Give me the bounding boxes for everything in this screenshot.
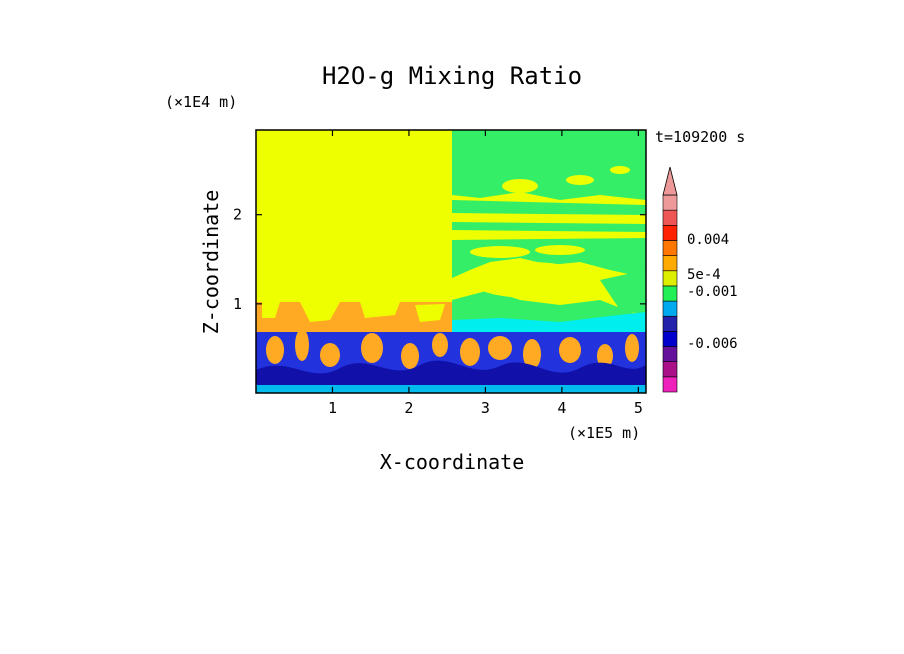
colorbar-segment xyxy=(662,240,678,256)
colorbar-tick-label: -0.001 xyxy=(687,284,738,300)
x-tick-label: 3 xyxy=(481,399,490,417)
colorbar-segment xyxy=(662,255,678,272)
upper-patches-right xyxy=(470,166,630,298)
colorbar: 0.004 5e-4-0.001 -0.006 xyxy=(662,166,738,393)
plot-area xyxy=(256,130,646,393)
colorbar-segment xyxy=(662,285,678,302)
x-tick-label: 4 xyxy=(557,399,566,417)
chart-title: H2O-g Mixing Ratio xyxy=(322,62,582,90)
x-axis: 1 2 3 4 5 xyxy=(328,130,643,417)
colorbar-segment xyxy=(662,376,678,393)
y-axis-label: Z-coordinate xyxy=(199,190,223,335)
colorbar-segment xyxy=(662,209,678,226)
deep-blue-swirls xyxy=(256,360,646,393)
x-tick-label: 2 xyxy=(404,399,413,417)
colorbar-tick-label: 5e-4 xyxy=(687,267,721,283)
colorbar-extend-arrow xyxy=(662,166,678,196)
colorbar-segment xyxy=(662,315,678,332)
colorbar-tick-label: -0.006 xyxy=(687,336,738,352)
x-axis-label: X-coordinate xyxy=(380,450,525,474)
x-tick-label: 1 xyxy=(328,399,337,417)
time-label: t=109200 s xyxy=(655,128,745,146)
colorbar-tick-label: 0.004 xyxy=(687,232,729,248)
plot-frame xyxy=(255,129,647,394)
colorbar-segment xyxy=(662,331,678,347)
x-tick-label: 5 xyxy=(634,399,643,417)
y-tick-label: 1 xyxy=(233,295,242,313)
colorbar-segment xyxy=(662,194,678,211)
colorbar-segment xyxy=(662,270,678,287)
y-tick-label: 2 xyxy=(233,206,242,224)
colorbar-segment xyxy=(662,361,678,378)
upper-band-left xyxy=(262,302,445,322)
y-unit-label: (×1E4 m) xyxy=(165,93,237,111)
x-unit-label: (×1E5 m) xyxy=(568,424,640,442)
cyan-streaks xyxy=(256,385,646,393)
colorbar-segment xyxy=(662,346,678,362)
colorbar-segment xyxy=(662,225,678,241)
orange-plumes xyxy=(266,329,639,369)
y-axis: 12 xyxy=(233,206,646,313)
colorbar-segment xyxy=(662,300,678,317)
